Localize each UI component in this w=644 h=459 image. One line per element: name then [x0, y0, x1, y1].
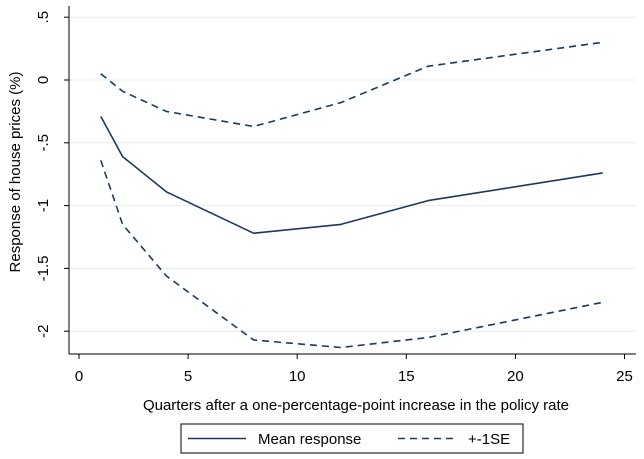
x-tick-label: 15 [398, 368, 415, 385]
series-line-lower-se [100, 160, 603, 349]
gridlines [69, 16, 636, 332]
legend: Mean response +-1SE [180, 423, 524, 454]
y-tick-label: .5 [35, 11, 52, 24]
series-line-mean-response [100, 116, 603, 234]
legend-label-se: +-1SE [468, 431, 510, 448]
y-tick-label: -.5 [35, 134, 52, 152]
y-tick-label: -1.5 [35, 255, 52, 281]
series-line-upper-se [100, 41, 603, 128]
x-tick-label: 0 [75, 368, 83, 385]
x-tick-label: 20 [507, 368, 524, 385]
y-axis-title: Response of house prices (%) [7, 72, 24, 273]
y-tick-label: 0 [35, 76, 52, 84]
x-tick-label: 5 [184, 368, 192, 385]
x-tick-label: 25 [616, 368, 633, 385]
y-tick-label: -2 [35, 325, 52, 338]
y-tick-label: -1 [35, 199, 52, 212]
tick-labels: .5 0 -.5 -1 -1.5 -2 0 5 10 15 20 25 [35, 11, 633, 385]
x-axis-title: Quarters after a one-percentage-point in… [143, 397, 569, 414]
series-lines [100, 41, 603, 349]
tick-marks [64, 16, 625, 359]
axes [68, 6, 636, 355]
x-tick-label: 10 [289, 368, 306, 385]
legend-label-mean-response: Mean response [258, 431, 361, 448]
